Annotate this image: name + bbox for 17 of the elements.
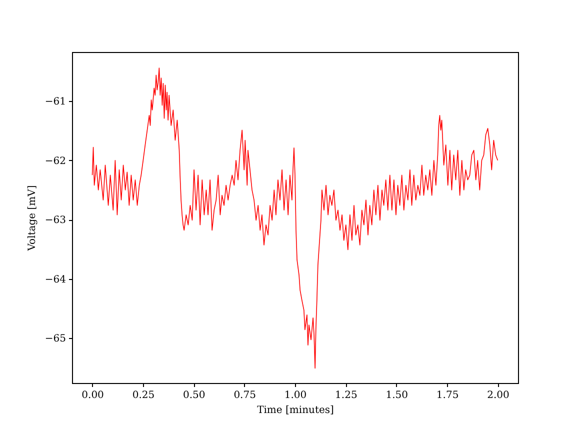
x-tick-label: 1.25 <box>335 390 358 401</box>
y-tick-label: −61 <box>44 96 66 108</box>
y-axis-title: Voltage [mV] <box>26 185 38 252</box>
x-tick-label: 1.50 <box>386 390 408 401</box>
x-tick-label: 0.75 <box>234 390 256 401</box>
x-tick-label: 1.75 <box>436 390 459 401</box>
y-tick-label: −65 <box>44 334 66 344</box>
x-axis-title: Time [minutes] <box>257 405 334 416</box>
x-tick-label: 0.00 <box>82 390 104 401</box>
x-tick-label: 0.25 <box>132 390 155 401</box>
y-tick-label: −62 <box>44 156 66 167</box>
x-tick-label: 0.50 <box>183 390 206 401</box>
x-tick-label: 1.00 <box>284 390 307 401</box>
y-tick-label: −63 <box>44 215 66 226</box>
line-series <box>92 68 498 369</box>
x-tick-label: 2.00 <box>487 390 510 401</box>
y-tick-label: −64 <box>44 274 66 286</box>
